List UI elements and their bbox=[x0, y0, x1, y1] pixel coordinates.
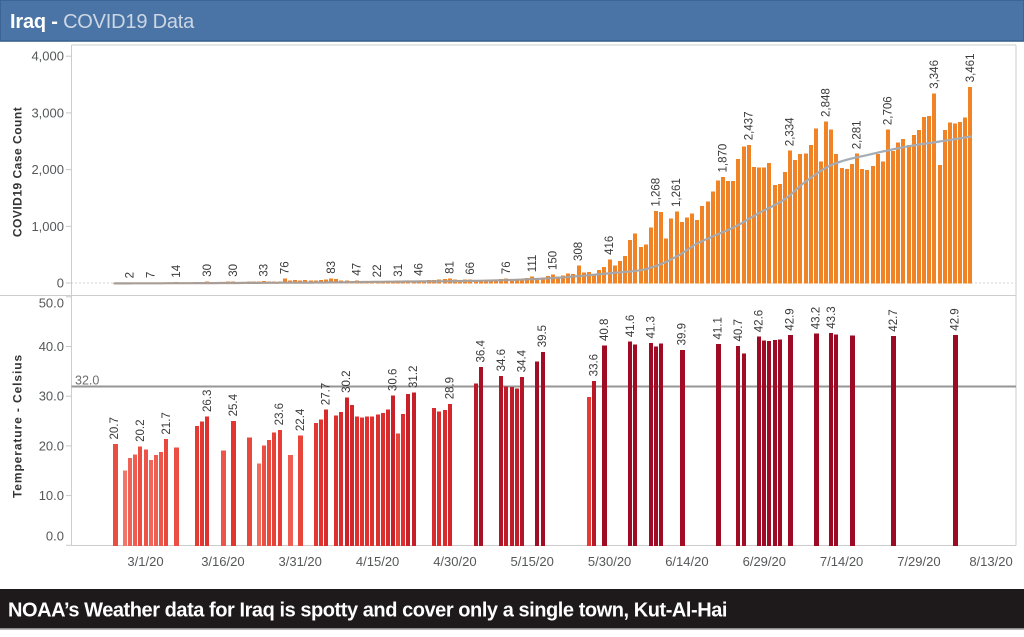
svg-text:42.7: 42.7 bbox=[888, 309, 900, 331]
svg-text:41.3: 41.3 bbox=[645, 316, 657, 338]
svg-text:2,334: 2,334 bbox=[785, 117, 797, 146]
svg-text:83: 83 bbox=[326, 261, 338, 274]
svg-text:42.9: 42.9 bbox=[950, 308, 962, 330]
svg-text:10.0: 10.0 bbox=[39, 488, 64, 503]
svg-text:Temperature - Celsius: Temperature - Celsius bbox=[11, 354, 25, 498]
svg-text:6/14/20: 6/14/20 bbox=[665, 554, 708, 569]
svg-text:76: 76 bbox=[279, 261, 291, 274]
svg-text:22.4: 22.4 bbox=[295, 408, 307, 431]
svg-text:21.7: 21.7 bbox=[161, 412, 173, 434]
svg-text:33: 33 bbox=[259, 264, 271, 277]
svg-text:50.0: 50.0 bbox=[39, 296, 64, 311]
svg-text:30.6: 30.6 bbox=[388, 369, 400, 391]
svg-text:42.9: 42.9 bbox=[785, 308, 797, 330]
svg-text:2,848: 2,848 bbox=[821, 88, 833, 117]
svg-text:5/15/20: 5/15/20 bbox=[511, 554, 554, 569]
svg-text:2,437: 2,437 bbox=[743, 112, 755, 141]
svg-text:30.0: 30.0 bbox=[39, 389, 64, 404]
svg-text:30: 30 bbox=[202, 264, 214, 277]
svg-text:1,261: 1,261 bbox=[671, 178, 683, 207]
svg-text:3,461: 3,461 bbox=[965, 54, 977, 83]
svg-text:3,346: 3,346 bbox=[929, 60, 941, 89]
svg-text:32.0: 32.0 bbox=[75, 374, 99, 388]
svg-text:40.8: 40.8 bbox=[599, 319, 611, 341]
svg-text:42.6: 42.6 bbox=[754, 310, 766, 332]
svg-text:COVID19 Case Count: COVID19 Case Count bbox=[11, 107, 25, 237]
svg-text:7: 7 bbox=[145, 272, 157, 278]
svg-text:39.5: 39.5 bbox=[537, 325, 549, 347]
svg-text:3,000: 3,000 bbox=[31, 105, 64, 120]
svg-text:40.0: 40.0 bbox=[39, 339, 64, 354]
svg-text:43.2: 43.2 bbox=[810, 307, 822, 329]
svg-text:7/29/20: 7/29/20 bbox=[897, 554, 940, 569]
svg-text:25.4: 25.4 bbox=[228, 393, 240, 416]
svg-text:1,268: 1,268 bbox=[651, 178, 663, 207]
svg-text:8/13/20: 8/13/20 bbox=[969, 554, 1012, 569]
svg-text:2: 2 bbox=[125, 272, 137, 278]
svg-text:NOAA’s Weather data for Iraq i: NOAA’s Weather data for Iraq is spotty a… bbox=[8, 600, 727, 622]
svg-text:40.7: 40.7 bbox=[733, 319, 745, 341]
svg-text:20.7: 20.7 bbox=[109, 417, 121, 439]
svg-text:0: 0 bbox=[57, 276, 64, 291]
svg-text:34.4: 34.4 bbox=[517, 349, 529, 372]
svg-text:22: 22 bbox=[372, 265, 384, 278]
svg-text:2,281: 2,281 bbox=[852, 120, 864, 149]
svg-text:4/30/20: 4/30/20 bbox=[433, 554, 476, 569]
svg-text:28.9: 28.9 bbox=[444, 377, 456, 399]
svg-text:4,000: 4,000 bbox=[31, 49, 64, 64]
svg-text:36.4: 36.4 bbox=[475, 340, 487, 363]
svg-text:3/31/20: 3/31/20 bbox=[279, 554, 322, 569]
svg-text:39.9: 39.9 bbox=[676, 323, 688, 345]
svg-text:20.0: 20.0 bbox=[39, 438, 64, 453]
svg-text:81: 81 bbox=[444, 261, 456, 274]
svg-text:1,000: 1,000 bbox=[31, 219, 64, 234]
svg-text:2,000: 2,000 bbox=[31, 162, 64, 177]
svg-text:30: 30 bbox=[228, 264, 240, 277]
svg-text:31: 31 bbox=[393, 264, 405, 277]
svg-text:20.2: 20.2 bbox=[135, 420, 147, 442]
svg-text:308: 308 bbox=[573, 242, 585, 261]
svg-text:26.3: 26.3 bbox=[202, 390, 214, 412]
svg-text:66: 66 bbox=[465, 262, 477, 275]
svg-text:23.6: 23.6 bbox=[274, 403, 286, 425]
svg-text:76: 76 bbox=[501, 261, 513, 274]
svg-text:4/15/20: 4/15/20 bbox=[356, 554, 399, 569]
svg-text:14: 14 bbox=[171, 264, 183, 277]
svg-text:46: 46 bbox=[413, 263, 425, 276]
svg-text:30.2: 30.2 bbox=[341, 371, 353, 393]
svg-text:0.0: 0.0 bbox=[46, 529, 64, 544]
svg-text:7/14/20: 7/14/20 bbox=[820, 554, 863, 569]
svg-text:34.6: 34.6 bbox=[496, 349, 508, 371]
svg-text:Iraq - COVID19 Data: Iraq - COVID19 Data bbox=[10, 11, 195, 33]
svg-text:6/29/20: 6/29/20 bbox=[743, 554, 786, 569]
svg-text:33.6: 33.6 bbox=[589, 354, 601, 376]
svg-text:111: 111 bbox=[527, 255, 539, 272]
svg-text:1,870: 1,870 bbox=[718, 144, 730, 173]
svg-text:5/30/20: 5/30/20 bbox=[588, 554, 631, 569]
svg-text:3/16/20: 3/16/20 bbox=[201, 554, 244, 569]
svg-text:47: 47 bbox=[352, 263, 364, 276]
svg-text:41.6: 41.6 bbox=[625, 315, 637, 337]
svg-text:416: 416 bbox=[604, 236, 616, 255]
svg-text:2,706: 2,706 bbox=[883, 96, 895, 125]
svg-text:41.1: 41.1 bbox=[713, 317, 725, 339]
svg-text:31.2: 31.2 bbox=[408, 366, 420, 388]
svg-text:27.7: 27.7 bbox=[321, 383, 333, 405]
svg-text:3/1/20: 3/1/20 bbox=[127, 554, 163, 569]
svg-text:150: 150 bbox=[548, 251, 560, 270]
svg-text:43.3: 43.3 bbox=[826, 306, 838, 328]
